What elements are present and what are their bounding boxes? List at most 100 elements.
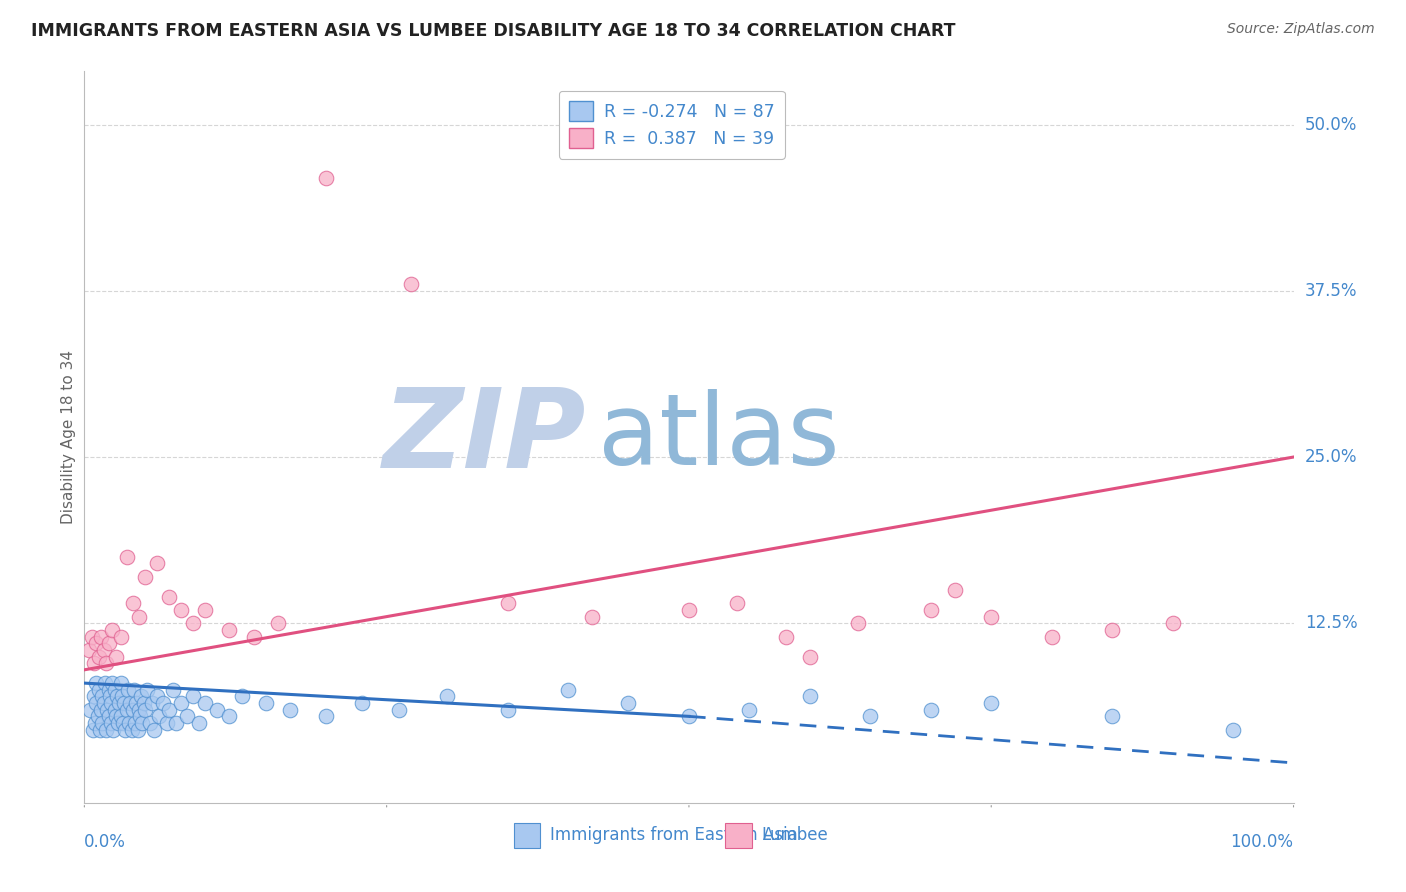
Point — [94, 656, 117, 670]
Point — [920, 603, 942, 617]
Point — [176, 709, 198, 723]
Point — [188, 716, 211, 731]
Point — [104, 703, 127, 717]
Text: 37.5%: 37.5% — [1305, 282, 1357, 300]
Point — [120, 696, 142, 710]
Point — [110, 709, 132, 723]
Point — [127, 723, 149, 737]
Point — [242, 630, 264, 644]
Point — [110, 630, 132, 644]
Point — [97, 636, 120, 650]
Point — [115, 703, 138, 717]
Point — [128, 609, 150, 624]
Point — [980, 696, 1002, 710]
Text: Source: ZipAtlas.com: Source: ZipAtlas.com — [1227, 22, 1375, 37]
Point — [90, 630, 112, 644]
Point — [678, 709, 700, 723]
Point — [267, 616, 290, 631]
Point — [678, 603, 700, 617]
Bar — [725, 822, 752, 848]
Point — [122, 682, 145, 697]
Point — [86, 709, 108, 723]
Point — [86, 636, 108, 650]
Point — [920, 703, 942, 717]
Point — [100, 716, 122, 731]
Point — [162, 682, 184, 697]
Point — [82, 723, 104, 737]
Point — [118, 716, 141, 731]
Point — [181, 690, 204, 704]
Text: 25.0%: 25.0% — [1305, 448, 1357, 466]
Point — [141, 696, 163, 710]
Point — [181, 616, 204, 631]
Point — [84, 716, 107, 731]
Point — [86, 676, 108, 690]
Point — [91, 690, 114, 704]
Text: atlas: atlas — [599, 389, 839, 485]
Point — [134, 703, 156, 717]
Point — [496, 703, 519, 717]
Point — [129, 690, 152, 704]
Text: IMMIGRANTS FROM EASTERN ASIA VS LUMBEE DISABILITY AGE 18 TO 34 CORRELATION CHART: IMMIGRANTS FROM EASTERN ASIA VS LUMBEE D… — [31, 22, 956, 40]
Point — [110, 676, 132, 690]
Point — [98, 690, 121, 704]
Point — [799, 649, 821, 664]
Point — [90, 703, 112, 717]
Point — [94, 676, 117, 690]
Point — [1161, 616, 1184, 631]
Point — [89, 723, 111, 737]
Point — [146, 690, 169, 704]
Point — [352, 696, 374, 710]
Point — [104, 649, 127, 664]
Point — [101, 676, 124, 690]
Point — [155, 716, 177, 731]
Point — [388, 703, 411, 717]
Text: ZIP: ZIP — [382, 384, 586, 491]
Point — [86, 696, 108, 710]
Point — [738, 703, 761, 717]
Point — [152, 696, 174, 710]
Bar — [513, 822, 540, 848]
Point — [124, 716, 146, 731]
Point — [194, 696, 217, 710]
Point — [617, 696, 640, 710]
Point — [107, 716, 129, 731]
Point — [399, 277, 422, 292]
Point — [104, 709, 127, 723]
Point — [114, 723, 136, 737]
Point — [91, 716, 114, 731]
Point — [859, 709, 882, 723]
Point — [112, 696, 135, 710]
Point — [315, 709, 337, 723]
Text: Lumbee: Lumbee — [762, 826, 828, 845]
Point — [105, 690, 128, 704]
Point — [117, 682, 139, 697]
Point — [1040, 630, 1063, 644]
Point — [138, 716, 160, 731]
Y-axis label: Disability Age 18 to 34: Disability Age 18 to 34 — [60, 350, 76, 524]
Point — [278, 703, 301, 717]
Point — [148, 709, 170, 723]
Point — [1222, 723, 1244, 737]
Point — [943, 582, 966, 597]
Point — [94, 723, 117, 737]
Point — [125, 696, 148, 710]
Point — [79, 703, 101, 717]
Point — [157, 703, 180, 717]
Point — [557, 682, 579, 697]
Point — [96, 703, 118, 717]
Point — [77, 643, 100, 657]
Point — [129, 709, 152, 723]
Text: 0.0%: 0.0% — [84, 833, 127, 851]
Point — [121, 703, 143, 717]
Text: 100.0%: 100.0% — [1230, 833, 1294, 851]
Point — [131, 716, 153, 731]
Point — [170, 696, 193, 710]
Point — [108, 696, 131, 710]
Point — [103, 723, 125, 737]
Legend: R = -0.274   N = 87, R =  0.387   N = 39: R = -0.274 N = 87, R = 0.387 N = 39 — [558, 91, 785, 159]
Point — [146, 557, 169, 571]
Point — [436, 690, 458, 704]
Point — [93, 696, 115, 710]
Point — [132, 696, 155, 710]
